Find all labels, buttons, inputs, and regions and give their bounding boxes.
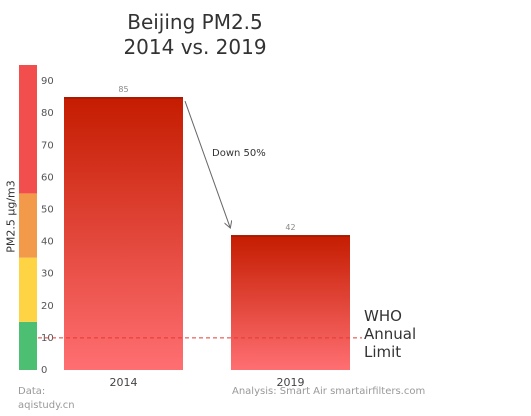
data-label: 42 (285, 223, 295, 232)
y-tick-label: 40 (41, 237, 54, 248)
who-label-line-1: WHO (364, 307, 402, 325)
who-label-line-3: Limit (364, 343, 402, 361)
down-arrow (184, 100, 230, 227)
bar-top-edge (231, 235, 350, 237)
y-tick-label: 0 (41, 365, 47, 376)
y-axis-label: PM2.5 μg/m3 (4, 180, 18, 253)
bar-top-edge (64, 97, 183, 99)
chart-subtitle: 2014 vs. 2019 (123, 35, 267, 59)
credit-text: Analysis: Smart Air smartairfilters.com (232, 386, 426, 397)
y-tick-label: 20 (41, 301, 54, 312)
aqi-band-3 (19, 65, 37, 194)
y-tick-label: 60 (41, 172, 54, 183)
chart-title: Beijing PM2.5 (127, 10, 263, 34)
bar-2019 (231, 235, 350, 370)
y-tick-label: 50 (41, 204, 54, 215)
y-tick-label: 90 (41, 76, 54, 87)
y-tick-label: 70 (41, 140, 54, 151)
y-tick-label: 30 (41, 269, 54, 280)
source-line-1: Data: (18, 386, 46, 397)
aqi-band-0 (19, 321, 37, 370)
x-tick-label: 2019 (277, 376, 305, 389)
data-label: 85 (118, 85, 128, 94)
aqi-band-2 (19, 193, 37, 258)
x-tick-label: 2014 (110, 376, 138, 389)
source-line-2: aqistudy.cn (18, 400, 75, 411)
y-tick-label: 80 (41, 108, 54, 119)
who-label-line-2: Annual (364, 325, 417, 343)
annotation-label: Down 50% (212, 148, 266, 159)
bar-2014 (64, 97, 183, 371)
aqi-band-1 (19, 257, 37, 322)
